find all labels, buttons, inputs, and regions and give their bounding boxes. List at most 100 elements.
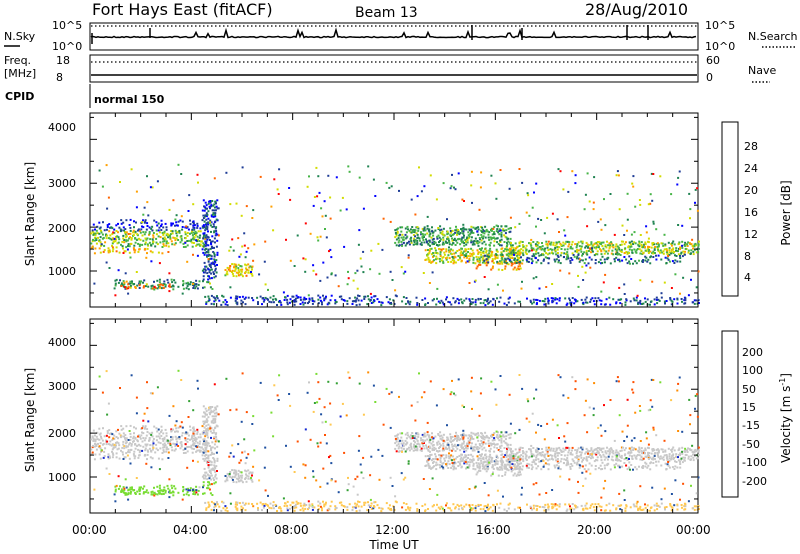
range-gate-cell (106, 207, 109, 210)
range-gate-cell (165, 240, 168, 243)
range-gate-cell (563, 229, 566, 232)
range-gate-cell (526, 462, 529, 465)
range-gate-cell (394, 447, 397, 450)
range-gate-cell (231, 263, 234, 266)
range-gate-cell (547, 302, 550, 305)
range-gate-cell (619, 244, 622, 246)
range-gate-cell (144, 437, 147, 440)
range-gate-cell (146, 428, 149, 431)
range-gate-cell (540, 219, 543, 221)
range-gate-cell (467, 237, 470, 240)
range-gate-cell (224, 480, 227, 483)
range-gate-cell (535, 456, 538, 459)
range-gate-cell (209, 254, 212, 257)
range-gate-cell (601, 262, 604, 264)
range-gate-cell (252, 209, 255, 212)
range-gate-cell (204, 444, 207, 446)
range-gate-cell (204, 412, 207, 415)
range-gate-cell (515, 453, 517, 456)
range-gate-cell (187, 434, 190, 437)
range-gate-cell (483, 446, 486, 449)
range-gate-cell (510, 460, 513, 463)
range-gate-cell (418, 445, 421, 448)
range-gate-cell (657, 250, 660, 253)
range-gate-cell (208, 271, 211, 274)
range-gate-cell (468, 229, 471, 232)
range-gate-cell (414, 213, 417, 216)
range-gate-cell (120, 229, 123, 232)
range-gate-cell (546, 297, 549, 300)
range-gate-cell (304, 258, 307, 261)
range-gate-cell (519, 473, 522, 476)
range-gate-cell (94, 453, 97, 456)
range-gate-cell (530, 247, 533, 249)
range-gate-cell (207, 217, 210, 220)
range-gate-cell (351, 506, 354, 509)
range-gate-cell (556, 298, 559, 301)
range-gate-cell (109, 456, 111, 459)
range-gate-cell (475, 432, 478, 435)
range-gate-cell (670, 458, 673, 461)
range-gate-cell (488, 455, 491, 458)
range-gate-cell (431, 260, 434, 263)
range-gate-cell (608, 452, 611, 455)
range-gate-cell (151, 242, 154, 245)
range-gate-cell (504, 441, 507, 444)
range-gate-cell (184, 443, 187, 446)
range-gate-cell (146, 175, 148, 178)
range-gate-cell (240, 505, 243, 508)
range-gate-cell (690, 243, 693, 246)
range-gate-cell (620, 449, 623, 452)
range-gate-cell (428, 241, 431, 244)
range-gate-cell (538, 460, 541, 463)
range-gate-cell (571, 240, 574, 243)
range-gate-cell (427, 256, 430, 259)
range-gate-cell (128, 251, 131, 254)
range-gate-cell (662, 250, 665, 253)
range-gate-cell (483, 465, 486, 468)
range-gate-cell (533, 191, 535, 194)
range-gate-cell (562, 244, 565, 247)
range-gate-cell (228, 473, 231, 475)
range-gate-cell (214, 212, 217, 215)
range-gate-cell (446, 241, 449, 244)
range-gate-cell (469, 458, 472, 461)
range-gate-cell (679, 260, 682, 263)
range-gate-cell (229, 471, 232, 473)
range-gate-cell (630, 446, 633, 449)
range-gate-cell (251, 480, 254, 483)
range-gate-cell (456, 232, 459, 235)
range-gate-cell (454, 188, 457, 191)
range-gate-cell (460, 434, 462, 437)
range-gate-cell (477, 439, 480, 442)
range-gate-cell (199, 243, 202, 246)
range-gate-cell (162, 446, 165, 449)
range-gate-cell (102, 442, 105, 445)
range-gate-cell (426, 227, 429, 230)
range-gate-cell (196, 493, 199, 496)
range-gate-cell (451, 449, 453, 452)
range-gate-cell (334, 299, 337, 302)
range-gate-cell (451, 253, 453, 256)
range-gate-cell (439, 251, 442, 253)
range-gate-cell (120, 243, 122, 246)
range-gate-cell (675, 247, 678, 250)
range-gate-cell (244, 303, 247, 306)
range-gate-cell (465, 297, 468, 300)
range-gate-cell (431, 447, 434, 450)
range-gate-cell (657, 245, 660, 248)
range-gate-cell (517, 471, 520, 474)
range-gate-cell (466, 239, 469, 242)
range-gate-cell (157, 251, 160, 254)
range-gate-cell (134, 249, 137, 252)
range-gate-cell (441, 449, 444, 452)
range-gate-cell (479, 302, 482, 305)
range-gate-cell (588, 462, 591, 465)
range-gate-cell (418, 166, 420, 169)
range-gate-cell (398, 244, 401, 247)
range-gate-cell (160, 430, 162, 433)
range-gate-cell (291, 506, 294, 509)
range-gate-cell (652, 250, 655, 253)
range-gate-cell (92, 231, 95, 234)
range-gate-cell (421, 442, 424, 445)
